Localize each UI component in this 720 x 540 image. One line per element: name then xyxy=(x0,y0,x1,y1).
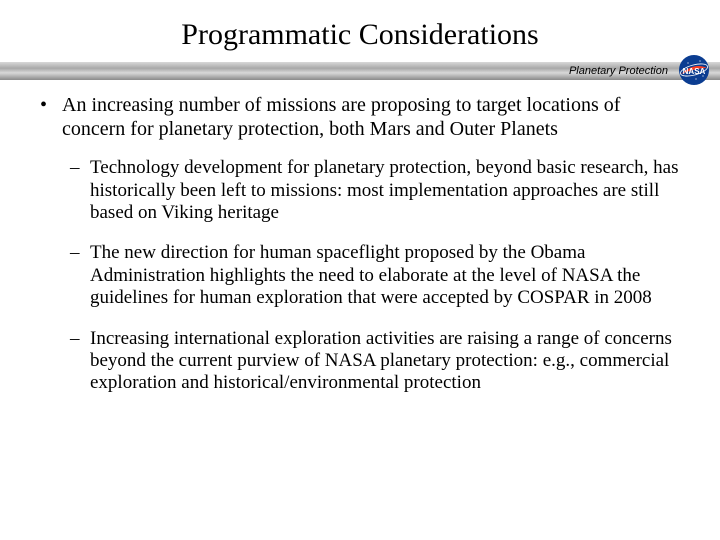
svg-text:NASA: NASA xyxy=(683,67,706,76)
bullet-sub: – The new direction for human spacefligh… xyxy=(70,242,680,309)
header-label: Planetary Protection xyxy=(569,65,668,77)
bullet-sub: – Increasing international exploration a… xyxy=(70,328,680,395)
bullet-sub-text: Technology development for planetary pro… xyxy=(90,157,680,224)
bullet-dash-icon: – xyxy=(70,242,90,309)
bullet-dash-icon: – xyxy=(70,157,90,224)
content-area: • An increasing number of missions are p… xyxy=(0,80,720,395)
slide: Programmatic Considerations Planetary Pr… xyxy=(0,0,720,540)
nasa-logo-icon: NASA xyxy=(678,54,710,86)
bullet-sub-text: Increasing international exploration act… xyxy=(90,328,680,395)
bullet-main: • An increasing number of missions are p… xyxy=(40,94,680,141)
bullet-dash-icon: – xyxy=(70,328,90,395)
bullet-sub-text: The new direction for human spaceflight … xyxy=(90,242,680,309)
divider-bar: Planetary Protection NASA xyxy=(0,62,720,80)
slide-title: Programmatic Considerations xyxy=(0,18,720,52)
sub-bullet-list: – Technology development for planetary p… xyxy=(40,157,680,395)
bullet-sub: – Technology development for planetary p… xyxy=(70,157,680,224)
bullet-main-text: An increasing number of missions are pro… xyxy=(62,94,680,141)
bullet-dot-icon: • xyxy=(40,94,62,141)
